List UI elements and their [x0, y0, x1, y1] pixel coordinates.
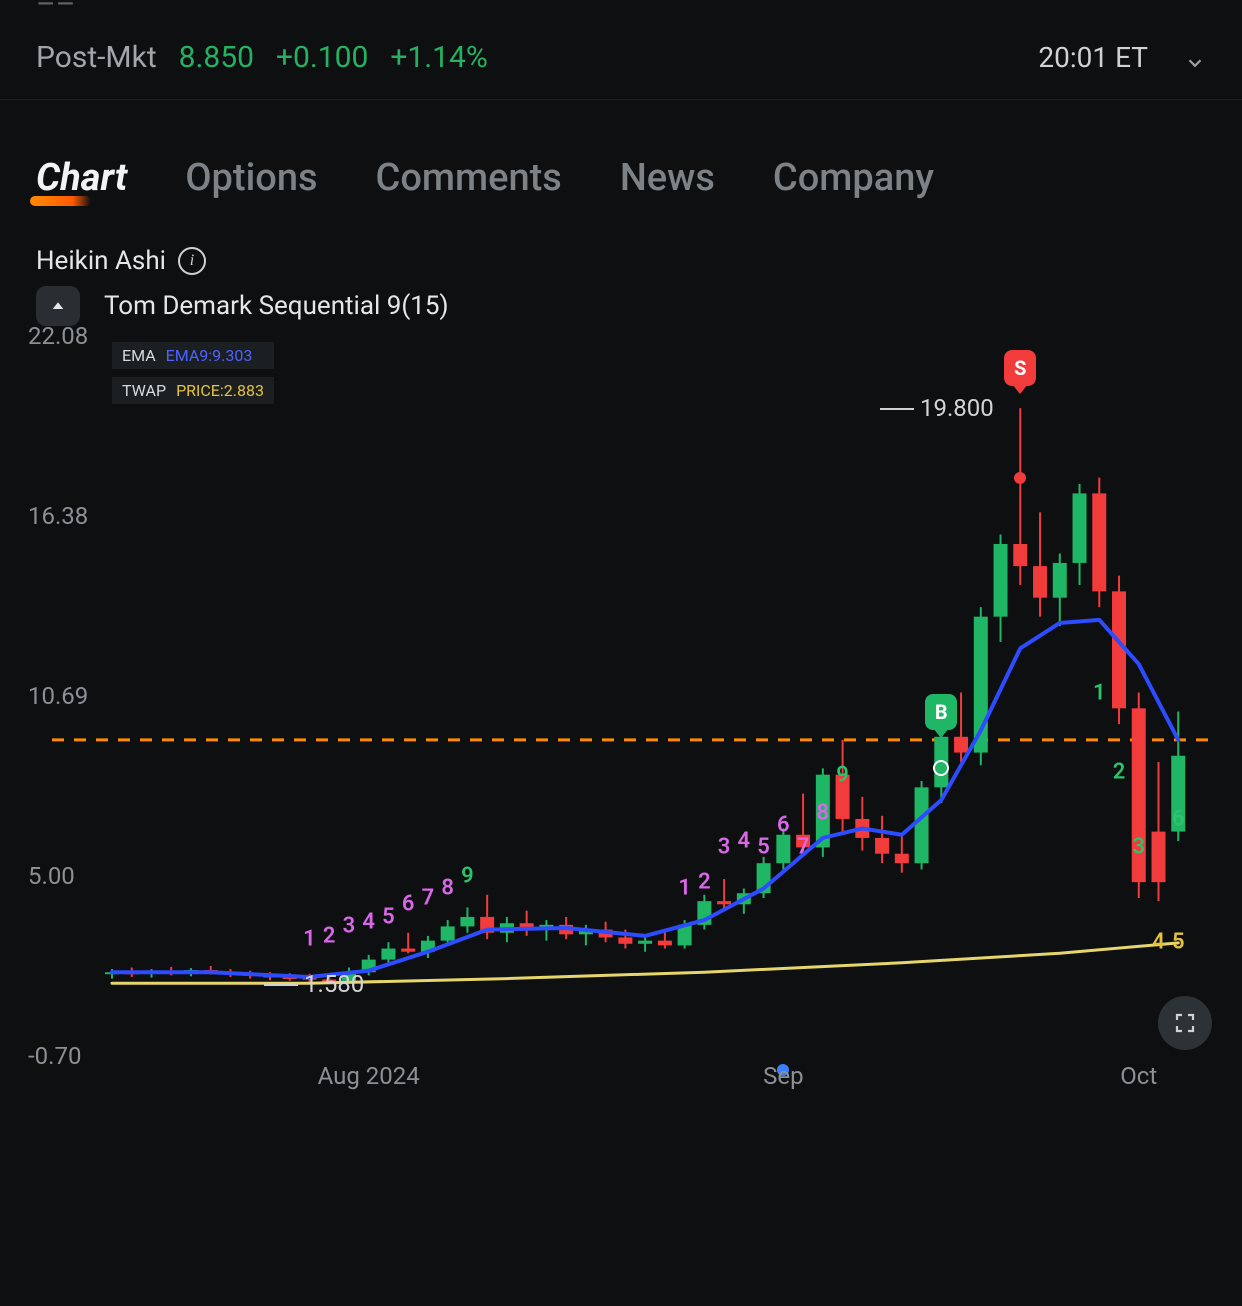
sequential-label: 8	[441, 876, 454, 901]
quote-price: 8.850	[179, 40, 254, 75]
quote-change-pct: +1.14%	[390, 40, 488, 75]
twap-overlay-badge[interactable]: TWAP PRICE:2.883	[112, 377, 274, 404]
tab-chart[interactable]: Chart	[36, 156, 127, 200]
sequential-label: 1	[303, 927, 316, 952]
fullscreen-button[interactable]	[1158, 996, 1212, 1050]
sequential-label: 6	[402, 892, 415, 917]
y-axis-tick: 16.38	[28, 502, 88, 530]
marker-dot	[933, 760, 949, 776]
buy-marker: B	[925, 694, 957, 730]
sequential-label: 2	[323, 923, 336, 948]
quote-change-abs: +0.100	[276, 40, 368, 75]
x-axis-tick: Aug 2024	[318, 1062, 420, 1090]
sequential-label: 6	[1172, 806, 1185, 831]
sequential-label: 2	[698, 870, 711, 895]
sequential-label: 8	[817, 800, 830, 825]
chart-area[interactable]: 22.0816.3810.695.00-0.70 EMA EMA9:9.303 …	[24, 336, 1218, 1096]
sell-marker: S	[1004, 350, 1036, 386]
sequential-label: 6	[777, 813, 790, 838]
sequential-label: 3	[1132, 835, 1145, 860]
chart-svg[interactable]	[24, 336, 1218, 1096]
sequential-label: 7	[422, 885, 435, 910]
sequential-label: 9	[836, 762, 849, 787]
price-tag: 1.580	[298, 970, 370, 998]
chart-type-label: Heikin Ashi	[36, 246, 166, 276]
sequential-label: 5	[382, 904, 395, 929]
y-axis-tick: 5.00	[28, 862, 75, 890]
ema-overlay-label: EMA	[122, 346, 156, 365]
marker-dot	[1014, 472, 1026, 484]
sequential-label: 5	[1172, 930, 1185, 955]
sequential-label: 4	[738, 829, 751, 854]
y-axis-tick: 10.69	[28, 682, 88, 710]
quote-time: 20:01 ET	[1038, 41, 1148, 74]
price-tag: 19.800	[914, 394, 1000, 422]
tab-company[interactable]: Company	[773, 156, 934, 200]
sequential-label: 7	[797, 835, 810, 860]
ema-overlay-value: EMA9:9.303	[166, 346, 253, 365]
info-icon[interactable]: i	[178, 247, 206, 275]
collapse-indicator-button[interactable]	[36, 286, 80, 326]
twap-overlay-label: TWAP	[122, 381, 166, 400]
indicator-name: Tom Demark Sequential 9(15)	[104, 291, 449, 321]
sequential-label: 4	[362, 909, 375, 934]
tab-options[interactable]: Options	[185, 156, 317, 200]
quote-label: Post-Mkt	[36, 40, 157, 75]
sequential-label: 5	[757, 835, 770, 860]
y-axis-tick: 22.08	[28, 322, 88, 350]
tab-comments[interactable]: Comments	[376, 156, 562, 200]
twap-overlay-value: PRICE:2.883	[176, 381, 264, 400]
sequential-label: 2	[1113, 759, 1126, 784]
quote-bar: Post-Mkt 8.850 +0.100 +1.14% 20:01 ET	[0, 10, 1242, 99]
chevron-down-icon[interactable]	[1184, 47, 1206, 69]
sequential-label: 1	[678, 876, 691, 901]
sequential-label: 9	[461, 863, 474, 888]
sequential-label: 4	[1152, 930, 1165, 955]
x-axis-tick: Oct	[1120, 1062, 1157, 1090]
sequential-label: 3	[718, 835, 731, 860]
sequential-label: 1	[1093, 680, 1106, 705]
y-axis-tick: -0.70	[28, 1042, 81, 1070]
tabs-bar: Chart Options Comments News Company	[0, 100, 1242, 200]
ema-overlay-badge[interactable]: EMA EMA9:9.303	[112, 342, 274, 369]
x-axis-tick: Sep	[763, 1062, 803, 1090]
sequential-label: 3	[343, 914, 356, 939]
chart-header: Heikin Ashi i Tom Demark Sequential 9(15…	[0, 200, 1242, 326]
tab-news[interactable]: News	[620, 156, 715, 200]
drag-handle[interactable]: ––	[0, 0, 1242, 10]
